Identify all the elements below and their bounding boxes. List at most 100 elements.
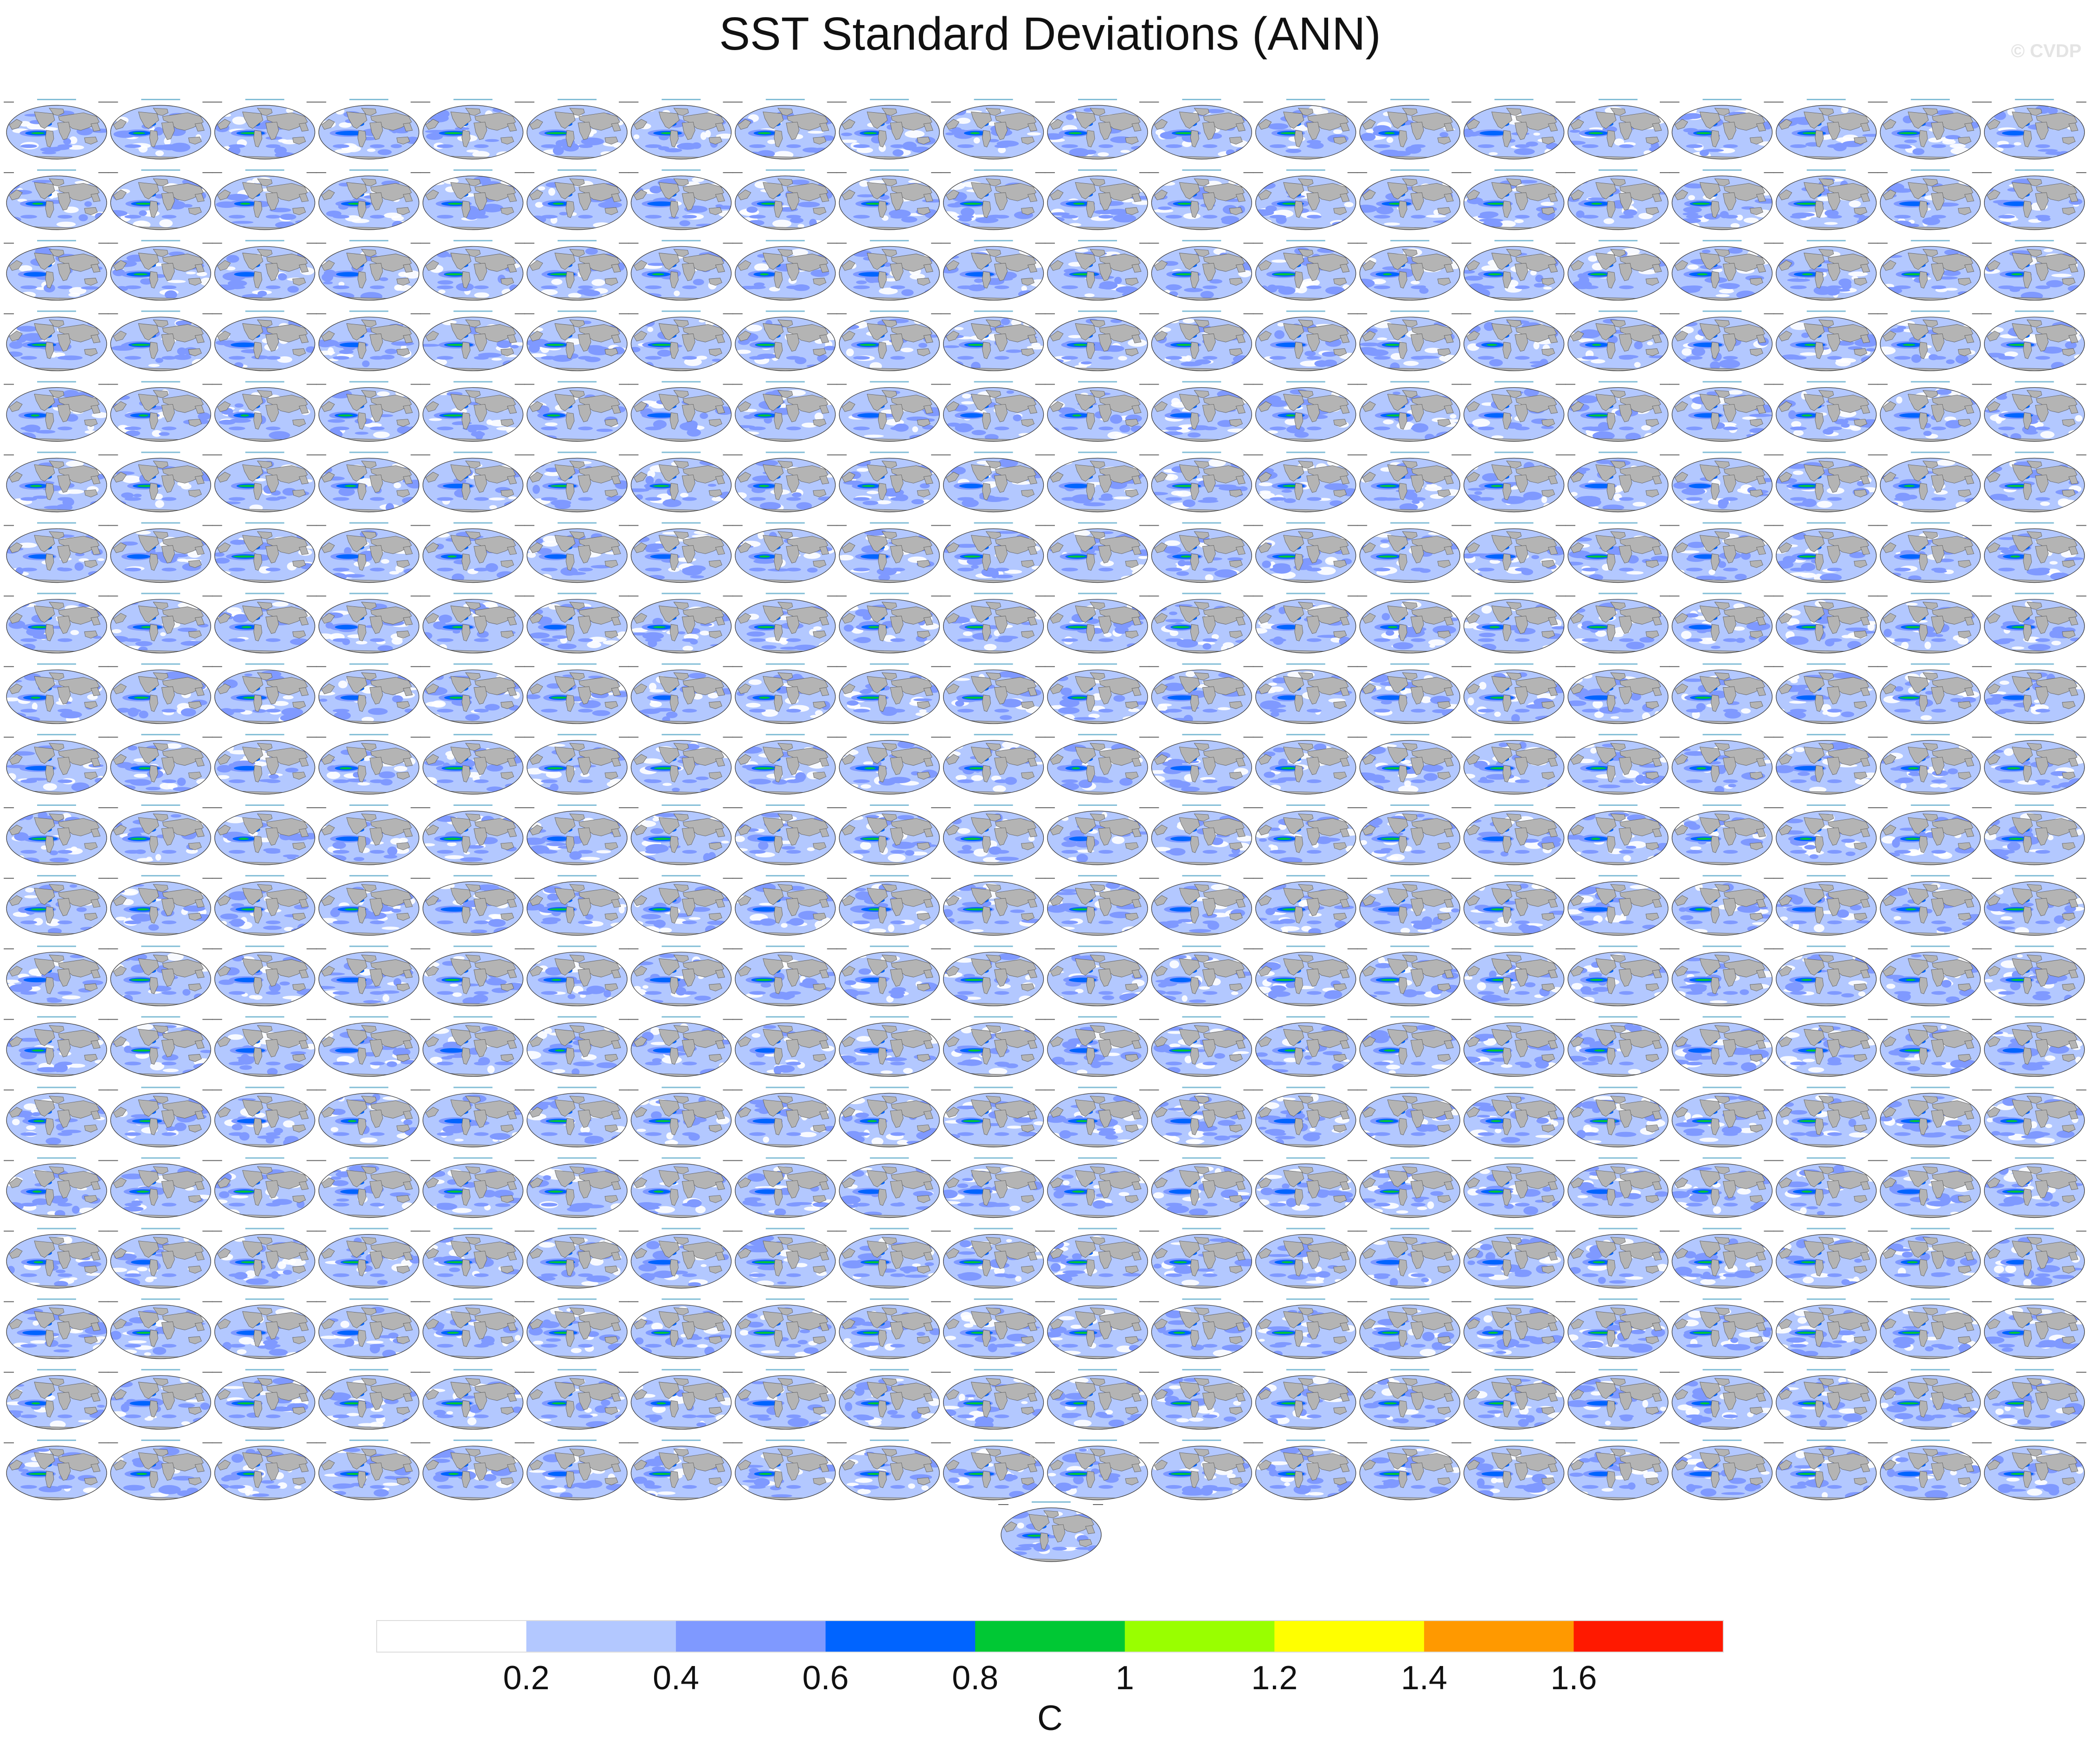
map-panel <box>1773 1228 1878 1289</box>
map-panel <box>1357 240 1462 301</box>
map-panel <box>628 169 733 230</box>
map-panel <box>1565 733 1670 795</box>
map-panel <box>1357 1087 1462 1147</box>
map-panel <box>1669 592 1774 654</box>
map-panel <box>212 522 317 583</box>
map-panel <box>420 1016 525 1077</box>
map-panel <box>1877 310 1983 371</box>
map-panel <box>1045 1228 1150 1289</box>
map-panel <box>108 1087 213 1147</box>
map-panel <box>628 733 733 795</box>
map-panel <box>1565 875 1670 936</box>
map-panel <box>212 99 317 160</box>
map-panel <box>524 733 629 795</box>
map-panel <box>1357 946 1462 1006</box>
map-panel <box>1252 522 1358 583</box>
map-panel <box>316 663 421 724</box>
map-panel <box>1981 1157 2087 1218</box>
map-panel <box>1669 381 1774 442</box>
map-panel <box>1981 946 2087 1006</box>
map-panel <box>420 1439 525 1500</box>
map-panel <box>1565 946 1670 1006</box>
map-panel <box>524 1369 629 1430</box>
map-panel <box>4 1228 109 1289</box>
map-panel <box>1149 381 1254 442</box>
map-panel <box>1357 1157 1462 1218</box>
map-panel <box>1877 1298 1983 1359</box>
map-panel <box>1045 804 1150 865</box>
map-panel <box>1252 1439 1358 1500</box>
map-panel <box>1669 733 1774 795</box>
map-panel <box>1357 1016 1462 1077</box>
map-panel <box>1357 1369 1462 1430</box>
map-panel <box>4 875 109 936</box>
map-panel <box>1357 381 1462 442</box>
map-panel <box>628 1228 733 1289</box>
map-panel <box>1773 1016 1878 1077</box>
map-panel <box>1461 169 1566 230</box>
map-panel <box>1045 875 1150 936</box>
map-panel <box>1461 733 1566 795</box>
map-panel <box>1981 99 2087 160</box>
map-panel <box>4 451 109 513</box>
map-panel <box>1045 381 1150 442</box>
map-panel <box>1461 1298 1566 1359</box>
map-panel <box>1252 663 1358 724</box>
map-panel <box>524 804 629 865</box>
map-panel <box>524 875 629 936</box>
map-panel <box>1149 240 1254 301</box>
map-panel <box>1877 733 1983 795</box>
map-panel <box>1357 169 1462 230</box>
map-panel <box>316 381 421 442</box>
map-panel <box>1461 1087 1566 1147</box>
map-panel <box>1877 1157 1983 1218</box>
map-panel <box>316 804 421 865</box>
map-panel <box>108 381 213 442</box>
map-panel <box>1461 240 1566 301</box>
map-panel <box>420 381 525 442</box>
map-panel <box>212 1228 317 1289</box>
map-panel <box>940 1439 1046 1500</box>
map-panel <box>1149 522 1254 583</box>
map-panel <box>1357 875 1462 936</box>
map-panel <box>1357 804 1462 865</box>
map-panel <box>628 946 733 1006</box>
map-panel <box>1565 1439 1670 1500</box>
map-panel <box>108 1157 213 1218</box>
map-panel <box>420 592 525 654</box>
map-panel <box>524 310 629 371</box>
map-panel <box>316 310 421 371</box>
map-panel <box>108 1369 213 1430</box>
map-panel <box>1252 310 1358 371</box>
map-panel <box>628 875 733 936</box>
map-panel <box>1565 1157 1670 1218</box>
map-panel <box>4 946 109 1006</box>
map-panel <box>940 663 1046 724</box>
map-panel <box>1669 1228 1774 1289</box>
colorbar-unit-label: C <box>1037 1698 1063 1737</box>
colorbar-tick-label: 1.2 <box>1251 1660 1297 1697</box>
colorbar-tick-label: 0.8 <box>952 1660 998 1697</box>
map-panel <box>1357 592 1462 654</box>
map-panel <box>1461 522 1566 583</box>
map-panel <box>1045 99 1150 160</box>
map-panel <box>1877 169 1983 230</box>
panel-grid <box>4 99 2087 1562</box>
map-panel <box>420 451 525 513</box>
map-panel <box>108 1016 213 1077</box>
map-panel <box>1461 592 1566 654</box>
map-panel <box>316 522 421 583</box>
map-panel <box>1252 592 1358 654</box>
map-panel <box>524 946 629 1006</box>
colorbar-bin <box>1424 1621 1574 1652</box>
map-panel <box>1565 1298 1670 1359</box>
map-panel <box>628 804 733 865</box>
map-panel <box>1669 804 1774 865</box>
map-panel <box>1773 240 1878 301</box>
map-panel <box>732 1016 837 1077</box>
map-panel <box>1045 946 1150 1006</box>
map-panel <box>1461 1439 1566 1500</box>
map-panel <box>212 381 317 442</box>
map-panel <box>1669 946 1774 1006</box>
map-panel <box>1149 663 1254 724</box>
